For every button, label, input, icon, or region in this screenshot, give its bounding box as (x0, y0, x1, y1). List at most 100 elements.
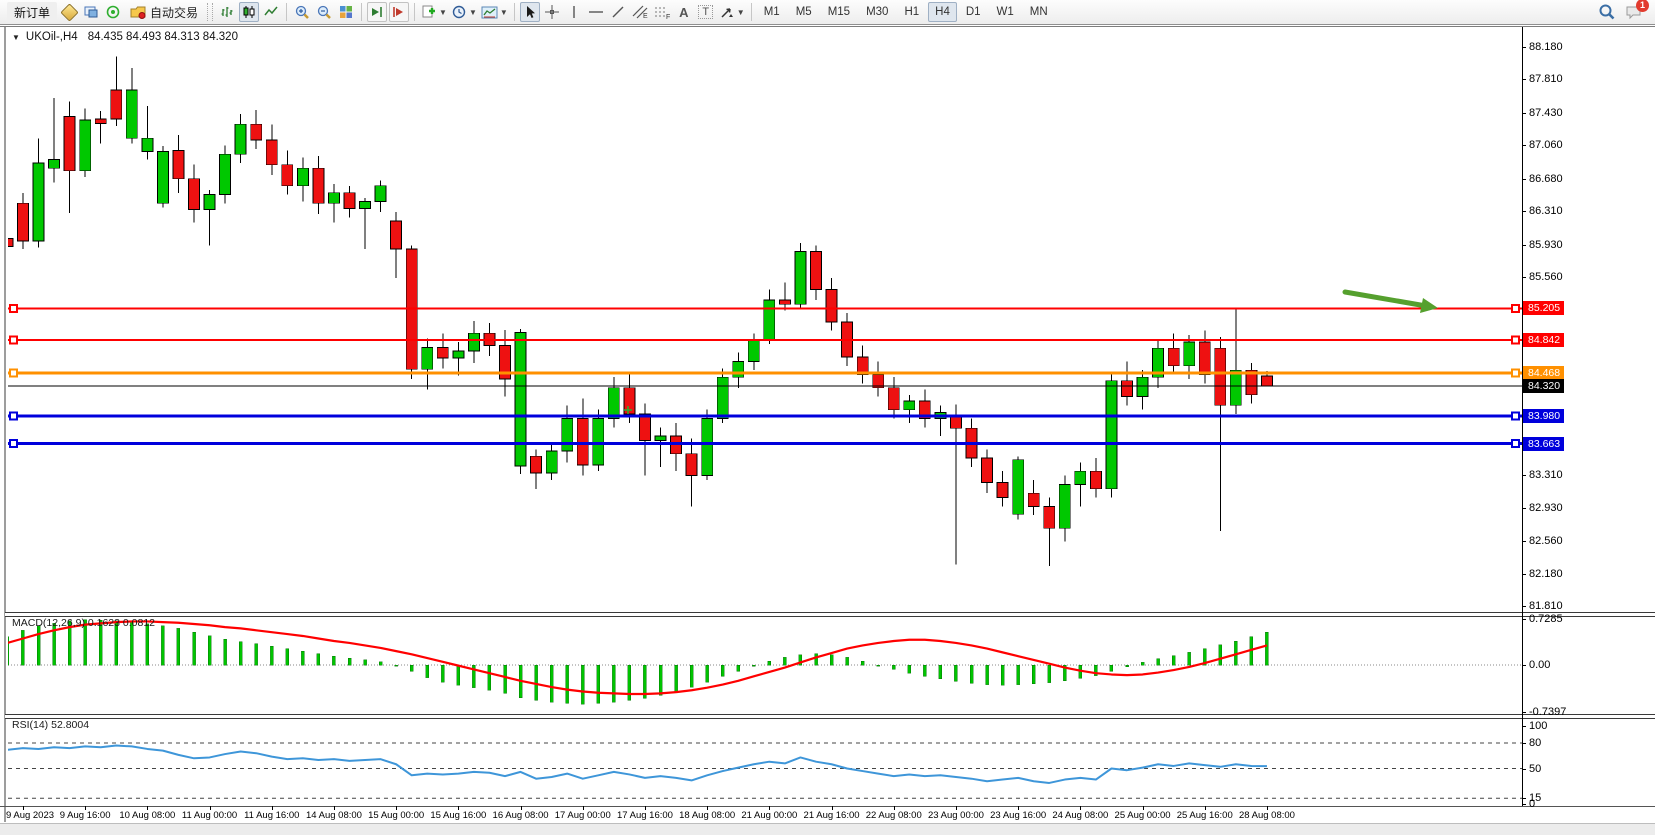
candle-body (1214, 347, 1227, 406)
fibonacci-tool-button[interactable]: F (652, 2, 672, 22)
price-line-flag: 83.980 (1523, 408, 1565, 423)
text-tool-button[interactable]: A (679, 4, 689, 20)
notifications-button[interactable]: 1 (1624, 0, 1649, 22)
candle-body (514, 332, 527, 467)
candle-body (685, 453, 698, 477)
trendline-tool-button[interactable] (608, 2, 628, 22)
macd-bar (798, 654, 803, 666)
period-button[interactable]: ▼ (450, 2, 478, 22)
time-tick-mark (769, 806, 771, 810)
add-indicator-button[interactable]: ▼ (420, 2, 448, 22)
timeframe-button-m1[interactable]: M1 (763, 6, 780, 18)
search-button[interactable] (1597, 2, 1617, 22)
line-chart-mode-button[interactable] (261, 2, 281, 22)
timeframe-button-w1[interactable]: W1 (996, 6, 1014, 18)
current-price-flag: 84.320 (1523, 379, 1565, 394)
one-click-trading-toggle-icon[interactable]: ▼ (12, 32, 20, 42)
vertical-line-tool-button[interactable] (564, 2, 584, 22)
chart-window-button[interactable] (81, 2, 101, 22)
auto-scroll-button[interactable] (367, 2, 388, 22)
macd-bar (658, 664, 663, 696)
candle-body (467, 332, 480, 352)
candle-body (48, 159, 60, 169)
text-label-icon: T (698, 5, 714, 19)
macd-bar (410, 664, 414, 672)
tile-windows-button[interactable] (336, 2, 356, 22)
candlestick-icon (243, 6, 255, 18)
price-tick-label: 83.310 (1529, 468, 1563, 481)
price-lines-group (8, 303, 1522, 449)
crosshair-tool-button[interactable] (542, 2, 562, 22)
price-tick-label: 86.310 (1529, 205, 1563, 218)
axis-tick-mark (1522, 743, 1526, 744)
candle-body (856, 356, 869, 376)
new-order-button[interactable]: 新订单 (7, 2, 58, 22)
line-handle (1511, 335, 1520, 345)
candle-body (918, 400, 931, 419)
axis-tick-mark (1522, 665, 1526, 666)
timeframe-button-h1[interactable]: H1 (904, 6, 920, 18)
date-label: 16 Aug 08:00 (492, 810, 549, 821)
axis-tick-mark (1522, 768, 1526, 770)
rsi-pane[interactable] (8, 717, 1522, 806)
date-label: 25 Aug 16:00 (1176, 810, 1233, 821)
macd-bar (845, 657, 849, 666)
arrows-tool-button[interactable]: ▼ (718, 2, 746, 22)
time-tick-mark (1080, 806, 1082, 810)
template-button[interactable]: ▼ (480, 2, 509, 22)
macd-bar (114, 620, 118, 666)
candle-body (8, 238, 14, 247)
chart-shift-button[interactable] (389, 2, 410, 22)
candle-body (79, 119, 92, 172)
time-tick-mark (644, 806, 646, 810)
candles-group (8, 56, 1273, 567)
text-label-tool-button[interactable]: T (696, 2, 716, 22)
candle-body (1183, 341, 1196, 367)
cursor-tool-button[interactable] (519, 2, 540, 22)
svg-text:E: E (643, 13, 648, 20)
macd-bar (145, 623, 150, 666)
market-watch-button[interactable] (59, 2, 79, 22)
timeframe-button-h4[interactable]: H4 (928, 2, 957, 22)
macd-pane[interactable] (8, 614, 1522, 712)
date-label: 17 Aug 00:00 (554, 810, 611, 821)
macd-bar (363, 659, 367, 666)
price-pane[interactable] (8, 29, 1522, 612)
timeframe-button-d1[interactable]: D1 (965, 6, 981, 18)
macd-bar (270, 645, 274, 666)
candle-body (1198, 341, 1211, 376)
timeframe-button-m15[interactable]: M15 (827, 6, 851, 18)
macd-pane-splitter[interactable] (5, 612, 1655, 617)
dropdown-caret-icon: ▼ (499, 7, 508, 17)
candle-body (1229, 369, 1242, 406)
candle-body (1167, 347, 1180, 367)
rsi-pane-splitter[interactable] (5, 714, 1655, 719)
price-tick-label: 87.430 (1529, 106, 1563, 119)
timeframe-button-mn[interactable]: MN (1029, 6, 1048, 18)
signals-button[interactable] (103, 2, 123, 22)
macd-bar (21, 630, 25, 666)
candle-body (732, 361, 745, 378)
zoom-out-button[interactable] (314, 2, 334, 22)
chart-left-border (4, 27, 6, 822)
candle-body (234, 123, 247, 155)
rsi-tick-label: 50 (1529, 762, 1542, 775)
horizontal-line-tool-button[interactable] (586, 2, 606, 22)
template-icon (481, 6, 498, 18)
macd-bar (503, 664, 507, 694)
autotrading-button[interactable]: 自动交易 (125, 2, 203, 22)
candlestick-mode-button[interactable] (239, 2, 260, 22)
macd-bar (425, 664, 429, 678)
candle-body (576, 418, 589, 466)
rsi-tick-label: 100 (1529, 720, 1548, 732)
zoom-in-button[interactable] (292, 2, 312, 22)
equidistant-channel-tool-button[interactable]: E (630, 2, 650, 22)
time-tick-mark (831, 806, 833, 810)
price-tick-label: 87.810 (1529, 73, 1563, 86)
bar-chart-mode-button[interactable] (217, 2, 237, 22)
timeframe-button-m5[interactable]: M5 (795, 6, 812, 18)
candle-body (1261, 375, 1273, 387)
candle-body (1136, 376, 1149, 397)
timeframe-button-m30[interactable]: M30 (866, 6, 889, 18)
